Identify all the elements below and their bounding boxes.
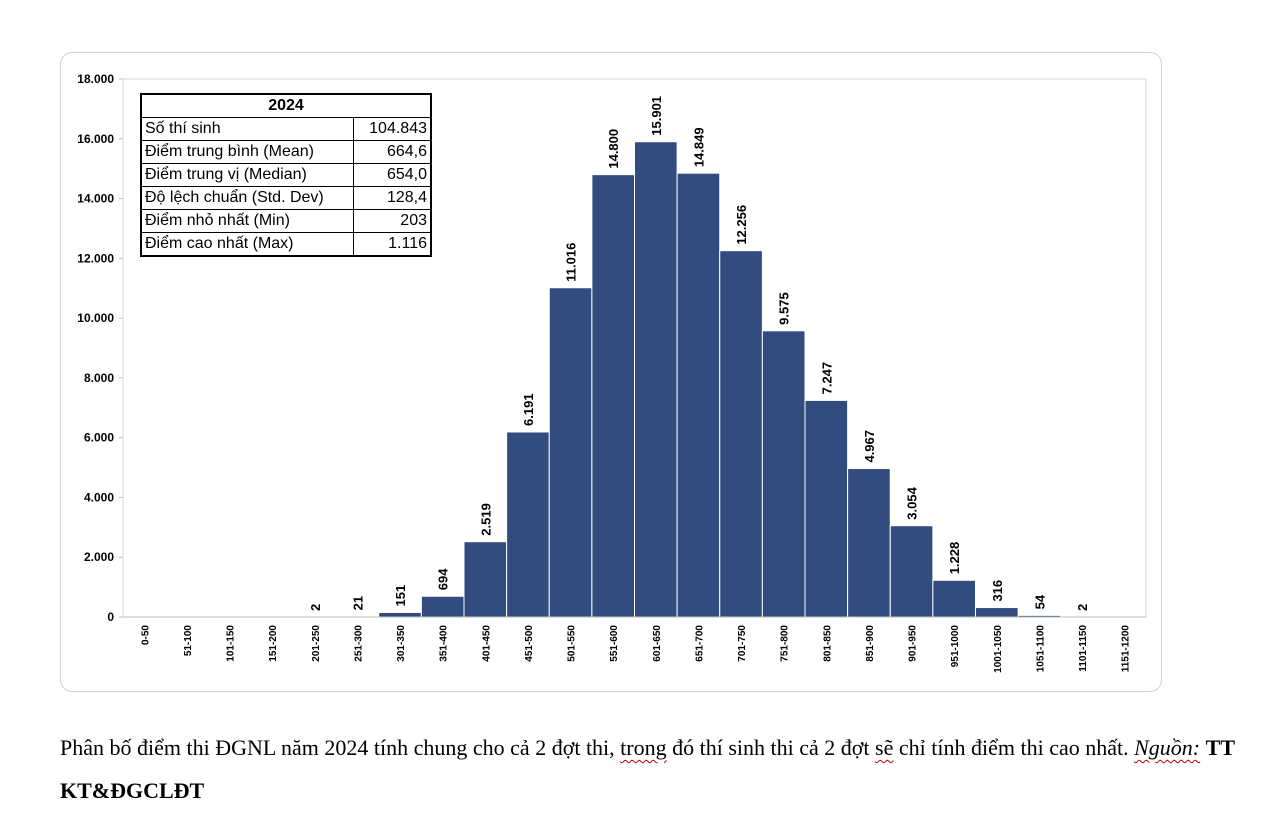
data-label: 151 [393, 585, 408, 607]
stats-row: Số thí sinh 104.843 [140, 117, 432, 141]
histogram-chart: 0 2.000 4.000 6.000 8.000 10.000 12.000 14.000 1… [77, 72, 1147, 673]
y-tick-label: 6.000 [84, 431, 114, 445]
x-tick-label: 1051-1100 [1035, 625, 1046, 673]
stats-label: Điểm nhỏ nhất (Min) [140, 209, 354, 233]
x-tick-label: 501-550 [567, 625, 578, 662]
bar [634, 141, 678, 618]
stats-value: 104.843 [353, 117, 432, 141]
data-label: 15.901 [649, 96, 664, 136]
bar [975, 607, 1019, 618]
stats-table-header: 2024 [140, 93, 432, 118]
y-tick-label: 12.000 [77, 251, 114, 265]
caption-source-name: TT KT&ĐGCLĐT [60, 735, 1235, 803]
x-tick-label: 851-900 [865, 625, 876, 662]
data-label: 14.849 [691, 127, 706, 167]
bar [889, 525, 934, 618]
caption-text: Phân bố điểm thi ĐGNL năm 2024 tính chun… [60, 735, 621, 760]
y-tick-label: 0 [107, 610, 114, 624]
bar [378, 611, 422, 618]
x-tick-label: 951-1000 [950, 625, 961, 668]
data-label: 1.228 [947, 542, 962, 575]
x-tick-label: 151-200 [268, 625, 279, 662]
data-label: 6.191 [521, 393, 536, 426]
bar [463, 541, 508, 618]
y-tick-label: 14.000 [77, 192, 114, 206]
bar [548, 287, 593, 618]
bar [804, 399, 849, 618]
data-label: 21 [350, 596, 365, 610]
data-label: 9.575 [777, 292, 792, 325]
data-label: 2 [1075, 604, 1090, 611]
x-tick-label: 701-750 [737, 625, 748, 662]
stats-row: Điểm trung bình (Mean) 664,6 [140, 140, 432, 164]
x-tick-label: 1151-1200 [1121, 625, 1132, 673]
caption-text: đó thí sinh thi cả 2 đợt [666, 735, 876, 760]
stats-value: 664,6 [353, 140, 432, 164]
x-tick-label: 751-800 [780, 625, 791, 662]
data-label: 11.016 [564, 243, 579, 282]
x-tick-label: 301-350 [396, 625, 407, 662]
data-label: 12.256 [734, 205, 749, 245]
y-tick-label: 4.000 [84, 490, 114, 504]
data-label: 54 [1032, 594, 1047, 609]
data-label: 14.800 [606, 129, 621, 169]
bar [932, 579, 976, 618]
data-label: 7.247 [819, 362, 834, 395]
x-tick-label: 251-300 [353, 625, 364, 662]
data-label: 3.054 [905, 486, 920, 519]
caption-source-label: Nguồn: [1134, 735, 1201, 760]
data-label: 694 [436, 568, 451, 590]
stats-row: Điểm nhỏ nhất (Min) 203 [140, 209, 432, 233]
x-tick-label: 651-700 [694, 625, 705, 662]
figure-caption: Phân bố điểm thi ĐGNL năm 2024 tính chun… [60, 726, 1235, 812]
bar [719, 250, 763, 618]
stats-value: 654,0 [353, 163, 432, 187]
stats-table-header-row: 2024 [140, 93, 432, 118]
bar [591, 174, 635, 618]
x-tick-label: 1001-1050 [993, 625, 1004, 673]
bar [420, 595, 465, 618]
stats-value: 1.116 [353, 232, 432, 257]
bar [761, 330, 806, 618]
stats-label: Độ lệch chuẩn (Std. Dev) [140, 186, 354, 210]
x-tick-label: 801-850 [822, 625, 833, 662]
x-tick-label: 601-650 [652, 625, 663, 662]
x-tick-label: 101-150 [226, 625, 237, 662]
bar [506, 431, 550, 618]
stats-value: 203 [353, 209, 432, 233]
stats-label: Số thí sinh [140, 117, 354, 141]
x-tick-label: 901-950 [908, 625, 919, 662]
stats-label: Điểm trung bình (Mean) [140, 140, 354, 164]
data-label: 4.967 [862, 430, 877, 463]
caption-spellcheck-word: sẽ [875, 735, 894, 760]
stats-table: 2024 Số thí sinh 104.843 Điểm trung bình… [140, 93, 432, 257]
y-tick-label: 10.000 [77, 311, 114, 325]
stats-label: Điểm cao nhất (Max) [140, 232, 354, 257]
data-label: 2.519 [478, 503, 493, 536]
x-tick-label: 351-400 [439, 625, 450, 662]
data-label: 316 [990, 580, 1005, 602]
x-tick-label: 51-100 [183, 625, 194, 657]
y-tick-label: 16.000 [77, 132, 114, 146]
bar [676, 172, 721, 618]
bar [847, 468, 891, 618]
y-tick-label: 2.000 [84, 550, 114, 564]
caption-text: chỉ tính điểm thi cao nhất. [893, 735, 1135, 760]
stats-label: Điểm trung vị (Median) [140, 163, 354, 187]
x-tick-label: 201-250 [311, 625, 322, 662]
stats-row: Độ lệch chuẩn (Std. Dev) 128,4 [140, 186, 432, 210]
stats-value: 128,4 [353, 186, 432, 210]
stats-row: Điểm trung vị (Median) 654,0 [140, 163, 432, 187]
x-tick-label: 451-500 [524, 625, 535, 662]
y-tick-label: 18.000 [77, 72, 114, 86]
y-tick-label: 8.000 [84, 371, 114, 385]
caption-spellcheck-word: trong [620, 735, 667, 760]
x-tick-label: 551-600 [609, 625, 620, 662]
data-label: 2 [308, 604, 323, 611]
x-tick-label: 401-450 [481, 625, 492, 662]
stats-row: Điểm cao nhất (Max) 1.116 [140, 232, 432, 257]
x-tick-label: 1101-1150 [1078, 625, 1089, 672]
x-tick-label: 0-50 [140, 625, 151, 645]
